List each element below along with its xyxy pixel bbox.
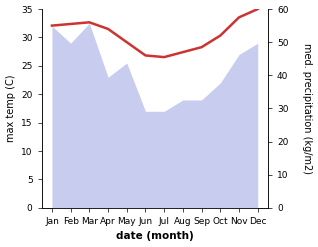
Y-axis label: med. precipitation (kg/m2): med. precipitation (kg/m2)	[302, 43, 313, 174]
X-axis label: date (month): date (month)	[116, 231, 194, 242]
Y-axis label: max temp (C): max temp (C)	[5, 75, 16, 142]
